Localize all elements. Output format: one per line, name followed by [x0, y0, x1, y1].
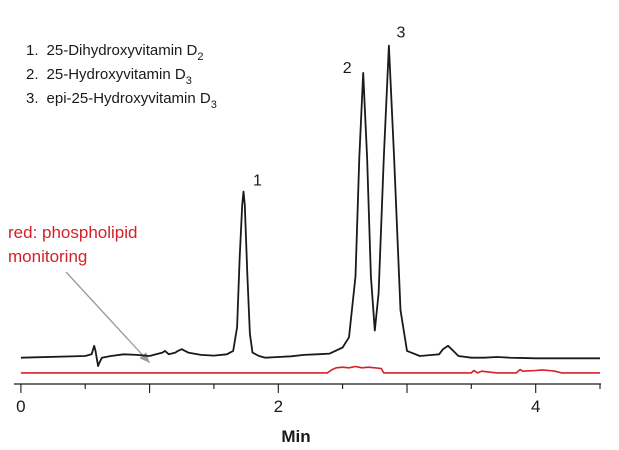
peak-label-1: 1: [253, 173, 262, 190]
phospholipid-annotation: red: phospholipid monitoring: [8, 223, 151, 364]
annotation-arrow: [65, 271, 151, 364]
x-axis: 0 2 4 Min: [14, 383, 601, 446]
peak-labels: 1 2 3: [253, 25, 405, 190]
peak-label-3: 3: [396, 25, 405, 42]
legend-entry-1: 1. 25-Dihydroxyvitamin D2: [26, 42, 204, 63]
legend-entry-2: 2. 25-Hydroxyvitamin D3: [26, 66, 192, 87]
x-tick-label: 2: [274, 397, 283, 416]
legend-entry-3: 3. epi-25-Hydroxyvitamin D3: [26, 90, 217, 111]
legend: 1. 25-Dihydroxyvitamin D2 2. 25-Hydroxyvit…: [26, 42, 217, 111]
series-line-chromatogram: [20, 44, 600, 367]
x-ticks: 0 2 4: [16, 384, 601, 416]
annotation-line-1: red: phospholipid: [8, 223, 137, 242]
x-axis-title: Min: [281, 427, 310, 446]
series-layer: [20, 44, 600, 374]
peak-label-2: 2: [343, 60, 352, 77]
annotation-line-2: monitoring: [8, 247, 87, 266]
series-line-phospholipid: [20, 365, 600, 374]
x-tick-label: 0: [16, 397, 25, 416]
annotation-arrow-head: [139, 352, 150, 363]
x-tick-label: 4: [531, 397, 540, 416]
